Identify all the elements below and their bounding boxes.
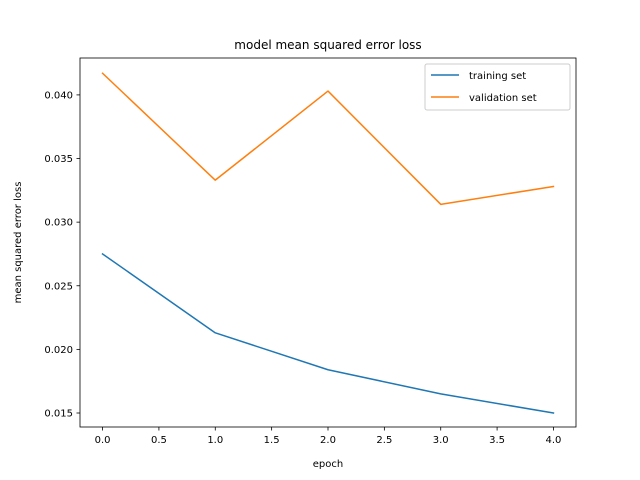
y-tick-label: 0.015 [44,409,73,420]
y-tick-label: 0.025 [44,281,73,292]
legend: training set validation set [424,63,571,111]
y-axis-ticks: 0.015 0.020 0.025 0.030 0.035 0.040 [44,90,80,420]
x-axis-ticks: 0.0 0.5 1.0 1.5 2.0 2.5 3.0 3.5 4.0 [95,427,562,446]
series-line-validation-set [101,72,555,206]
y-tick-label: 0.040 [44,90,73,101]
series-line-training-set [101,252,555,414]
x-tick-label: 2.0 [320,435,336,446]
x-tick-label: 0.0 [95,435,111,446]
x-tick-label: 2.5 [376,435,392,446]
series-layer [101,72,555,414]
y-axis-label: mean squared error loss [13,182,24,304]
y-tick-label: 0.030 [44,218,73,229]
x-tick-label: 0.5 [151,435,167,446]
x-tick-label: 4.0 [546,435,562,446]
legend-label-training-set: training set [469,71,526,82]
y-tick-label: 0.020 [44,345,73,356]
chart-title: model mean squared error loss [234,38,421,52]
x-tick-label: 3.5 [489,435,505,446]
x-tick-label: 1.0 [207,435,223,446]
x-axis-label: epoch [313,459,343,470]
legend-box [424,63,571,111]
x-tick-label: 3.0 [433,435,449,446]
x-tick-label: 1.5 [264,435,280,446]
y-tick-label: 0.035 [44,154,73,165]
legend-label-validation-set: validation set [469,93,537,104]
